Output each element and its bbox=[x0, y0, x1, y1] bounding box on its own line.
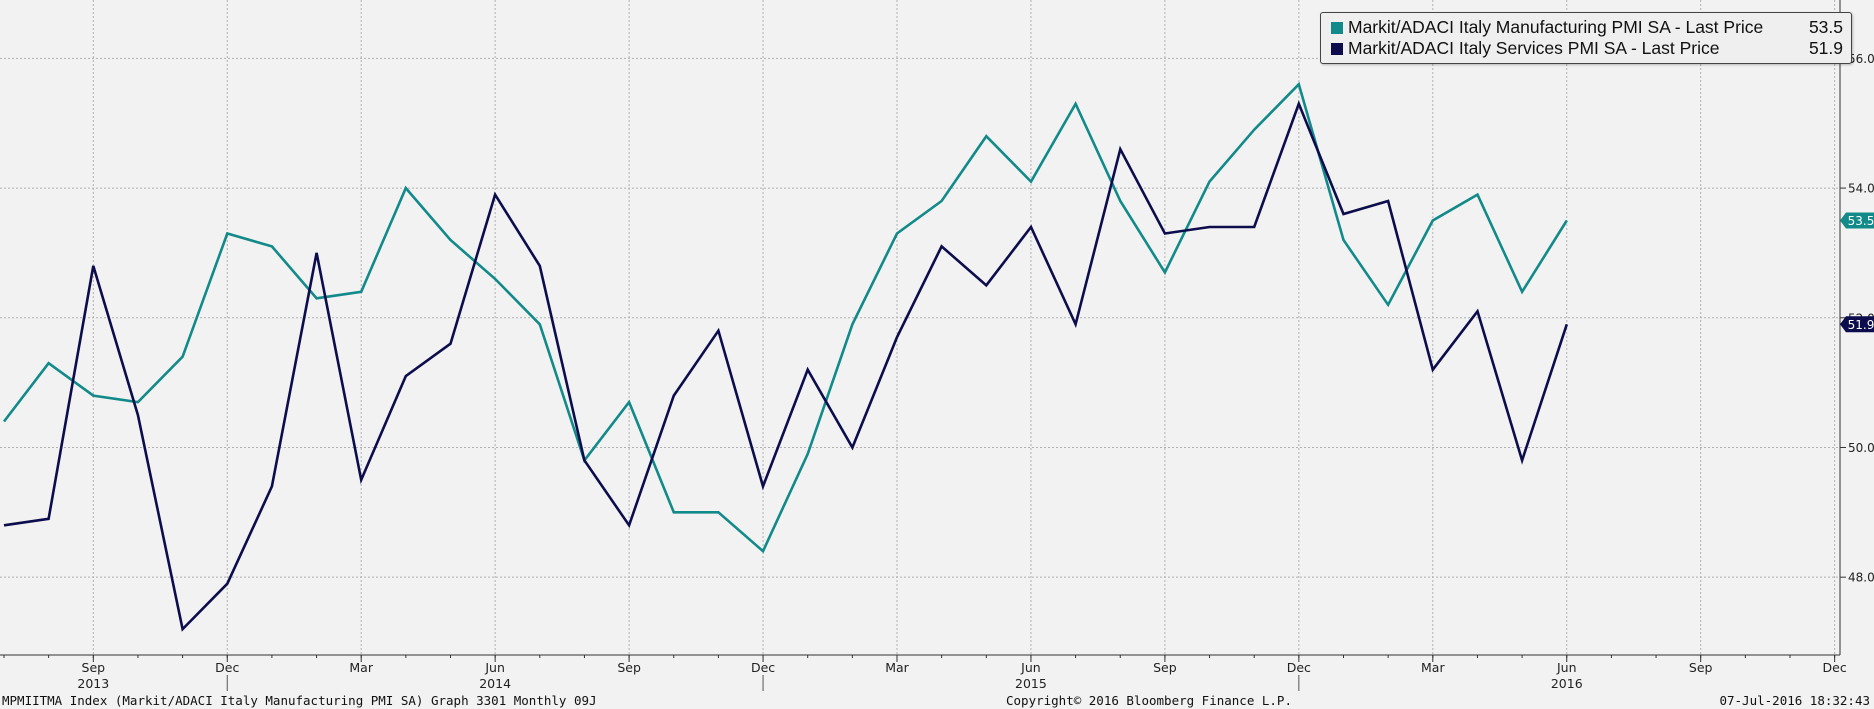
legend-label-manufacturing: Markit/ADACI Italy Manufacturing PMI SA … bbox=[1348, 17, 1764, 37]
series-line-manufacturing bbox=[2, 81, 1568, 554]
x-year-label: 2013 bbox=[77, 676, 109, 691]
footer-copyright: Copyright© 2016 Bloomberg Finance L.P. bbox=[1006, 693, 1292, 708]
series-line-services bbox=[3, 100, 1569, 632]
legend-swatch-manufacturing bbox=[1331, 21, 1343, 34]
x-tick-label: Dec bbox=[751, 660, 775, 675]
x-tick-label: Dec bbox=[1823, 660, 1847, 675]
x-tick-label: Dec bbox=[215, 660, 239, 675]
y-tick-label: 48.0 bbox=[1848, 571, 1874, 585]
y-tick-label: 50.0 bbox=[1848, 441, 1874, 455]
x-tick-label: Sep bbox=[1153, 660, 1177, 675]
x-tick-label: Jun bbox=[1556, 660, 1577, 675]
legend: Markit/ADACI Italy Manufacturing PMI SA … bbox=[1320, 12, 1852, 64]
grid bbox=[0, 0, 1840, 655]
x-tick-label: Jun bbox=[1020, 660, 1041, 675]
x-tick-label: Dec bbox=[1287, 660, 1311, 675]
x-year-label: 2014 bbox=[479, 676, 511, 691]
x-tick-label: Mar bbox=[349, 660, 373, 675]
y-tick-label: 54.0 bbox=[1848, 182, 1874, 196]
legend-value-services: 51.9 bbox=[1808, 38, 1843, 58]
x-tick-label: Sep bbox=[617, 660, 641, 675]
legend-swatch-services bbox=[1331, 42, 1343, 55]
x-tick-label: Mar bbox=[1421, 660, 1445, 675]
x-tick-label: Mar bbox=[885, 660, 909, 675]
y-tick-label: 56.0 bbox=[1848, 52, 1874, 66]
legend-label-services: Markit/ADACI Italy Services PMI SA - Las… bbox=[1348, 38, 1720, 58]
footer-timestamp: 07-Jul-2016 18:32:43 bbox=[1719, 693, 1870, 708]
x-year-label: 2015 bbox=[1015, 676, 1047, 691]
footer-source: MPMIITMA Index (Markit/ADACI Italy Manuf… bbox=[2, 693, 597, 708]
legend-item-services: Markit/ADACI Italy Services PMI SA - Las… bbox=[1331, 38, 1843, 59]
end-value-tag bbox=[1840, 316, 1874, 333]
legend-item-manufacturing: Markit/ADACI Italy Manufacturing PMI SA … bbox=[1331, 17, 1843, 38]
x-tick-label: Jun bbox=[484, 660, 505, 675]
x-year-label: 2016 bbox=[1551, 676, 1583, 691]
end-value-label: 51.9 bbox=[1848, 318, 1874, 332]
x-tick-label: Sep bbox=[1689, 660, 1713, 675]
axis-labels: 48.050.052.054.056.0SepDecMarJunSepDecMa… bbox=[77, 52, 1874, 691]
end-value-label: 53.5 bbox=[1848, 214, 1874, 228]
series-lines bbox=[2, 81, 1569, 632]
axes bbox=[0, 0, 1846, 691]
legend-value-manufacturing: 53.5 bbox=[1808, 17, 1843, 37]
x-tick-label: Sep bbox=[82, 660, 106, 675]
end-value-tag bbox=[1840, 212, 1874, 229]
